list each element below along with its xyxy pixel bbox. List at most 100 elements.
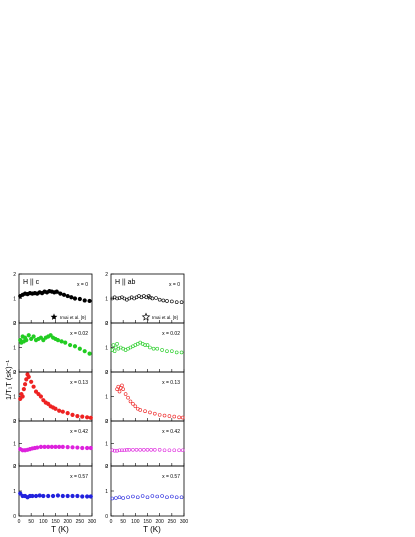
data-point: [82, 298, 87, 303]
data-point: [60, 444, 65, 449]
data-point: [88, 494, 93, 499]
data-point: [22, 382, 28, 387]
data-point: [33, 493, 39, 499]
y-tick-label: 2: [13, 419, 16, 425]
data-point: [160, 494, 164, 498]
data-point: [82, 349, 87, 354]
x-tick-label: 250: [76, 519, 85, 525]
x-tick-label: 100: [131, 519, 140, 525]
data-point: [157, 413, 162, 417]
composition-label: x = 0.57: [70, 474, 88, 480]
legend-label: Imai et al. [9]: [152, 315, 178, 320]
data-point: [162, 448, 167, 453]
data-point: [174, 300, 179, 304]
data-point: [57, 444, 62, 449]
data-point: [21, 387, 26, 392]
data-point: [125, 447, 129, 452]
data-point: [128, 399, 133, 404]
data-point: [138, 447, 142, 452]
y-tick-label: 1: [13, 346, 16, 352]
data-point: [134, 447, 139, 452]
data-point: [161, 298, 166, 303]
data-point: [63, 340, 68, 345]
data-point: [65, 493, 70, 499]
data-point: [55, 338, 61, 343]
data-point: [179, 495, 184, 500]
data-point: [85, 415, 90, 420]
data-point: [148, 345, 152, 350]
x-tick-label: 0: [18, 519, 21, 525]
data-point: [33, 389, 39, 394]
y-tick-label: 2: [105, 370, 108, 376]
composition-label: x = 0.02: [162, 331, 180, 337]
data-point: [153, 411, 157, 416]
data-point: [160, 348, 164, 352]
data-point: [179, 350, 184, 355]
composition-label: x = 0.42: [162, 429, 180, 435]
data-point: [75, 445, 80, 450]
data-point: [70, 412, 75, 417]
data-point: [77, 346, 82, 351]
data-point: [154, 296, 158, 300]
data-point: [131, 402, 135, 406]
data-point: [117, 296, 122, 300]
data-point: [46, 444, 51, 449]
data-point: [172, 448, 177, 453]
data-point: [167, 448, 172, 453]
data-point: [179, 300, 184, 304]
data-point: [38, 335, 44, 340]
data-point: [120, 448, 124, 453]
data-point: [112, 349, 117, 353]
data-point: [117, 495, 122, 500]
data-point: [145, 447, 150, 452]
reference-star-point: [146, 294, 153, 300]
y-tick-label: 1: [13, 489, 16, 495]
data-point: [167, 414, 172, 418]
data-point: [31, 384, 36, 389]
data-point: [115, 296, 119, 301]
data-point: [77, 296, 82, 302]
y-tick-label: 1: [13, 442, 16, 448]
data-point: [174, 350, 179, 355]
y-tick-label: 1: [105, 297, 108, 303]
composition-label: x = 0.13: [70, 380, 88, 386]
data-point: [29, 379, 34, 384]
data-point: [68, 342, 73, 348]
data-point: [140, 494, 145, 498]
data-point: [31, 334, 36, 339]
y-tick-label: 0: [105, 514, 108, 520]
data-point: [177, 448, 181, 453]
data-point: [115, 448, 119, 453]
data-point: [61, 292, 67, 297]
y-tick-label: 1: [105, 395, 108, 401]
data-point: [18, 396, 23, 402]
data-point: [127, 447, 132, 452]
data-point: [36, 391, 41, 397]
data-point: [155, 346, 160, 351]
x-tick-label: 0: [110, 519, 113, 525]
data-point: [110, 496, 115, 501]
data-point: [162, 413, 167, 418]
data-point: [60, 493, 65, 499]
data-point: [131, 494, 135, 499]
y-tick-label: 2: [105, 321, 108, 327]
data-point: [65, 293, 70, 299]
data-point: [48, 333, 53, 338]
data-point: [80, 494, 85, 499]
reference-star-point: [55, 289, 61, 295]
x-tick-label: 50: [120, 519, 126, 525]
data-point: [117, 389, 122, 394]
data-point: [75, 493, 80, 499]
x-tick-label: 150: [143, 519, 152, 525]
data-point: [87, 351, 92, 356]
y-tick-label: 0: [105, 419, 108, 425]
y-tick-label: 0: [105, 464, 108, 470]
data-point: [110, 448, 115, 453]
data-point: [153, 447, 157, 452]
data-point: [70, 445, 75, 450]
data-point: [18, 491, 23, 496]
data-point: [170, 349, 174, 353]
composition-label: x = 0: [77, 282, 88, 288]
